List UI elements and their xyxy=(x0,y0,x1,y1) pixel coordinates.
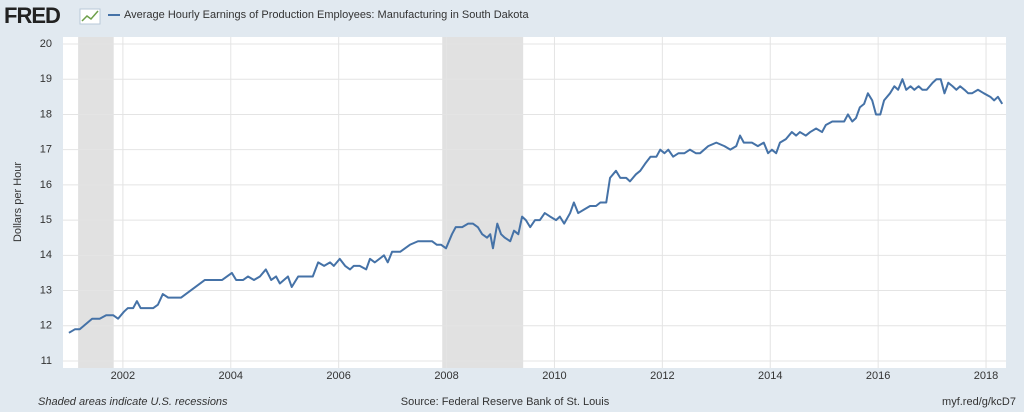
y-tick-label: 13 xyxy=(40,284,52,296)
y-tick-label: 18 xyxy=(40,108,52,120)
y-tick-label: 12 xyxy=(40,320,52,332)
plot-area xyxy=(63,37,1006,368)
x-tick-label: 2008 xyxy=(434,370,458,382)
link[interactable]: myf.red/g/kcD7 xyxy=(942,396,1016,408)
recession-note: Shaded areas indicate U.S. recessions xyxy=(38,396,228,408)
x-tick-label: 2012 xyxy=(650,370,674,382)
logo-icon xyxy=(79,8,101,25)
source: Source: Federal Reserve Bank of St. Loui… xyxy=(401,396,610,408)
x-tick-label: 2010 xyxy=(542,370,566,382)
x-tick-label: 2006 xyxy=(326,370,350,382)
y-tick-label: 19 xyxy=(40,73,52,85)
logo: FRED xyxy=(4,3,60,28)
recession-band xyxy=(442,37,524,368)
x-tick-label: 2014 xyxy=(758,370,782,382)
y-tick-label: 17 xyxy=(40,144,52,156)
x-tick-label: 2004 xyxy=(219,370,243,382)
y-axis-label: Dollars per Hour xyxy=(12,162,24,242)
legend-label: Average Hourly Earnings of Production Em… xyxy=(124,9,529,21)
recession-band xyxy=(78,37,114,368)
x-tick-label: 2018 xyxy=(974,370,998,382)
series-line xyxy=(68,78,1004,334)
y-tick-label: 16 xyxy=(40,179,52,191)
x-tick-label: 2016 xyxy=(866,370,890,382)
y-tick-label: 14 xyxy=(40,249,52,261)
y-tick-label: 15 xyxy=(40,214,52,226)
y-tick-label: 11 xyxy=(41,355,52,367)
y-tick-label: 20 xyxy=(40,38,52,50)
x-tick-label: 2002 xyxy=(111,370,135,382)
